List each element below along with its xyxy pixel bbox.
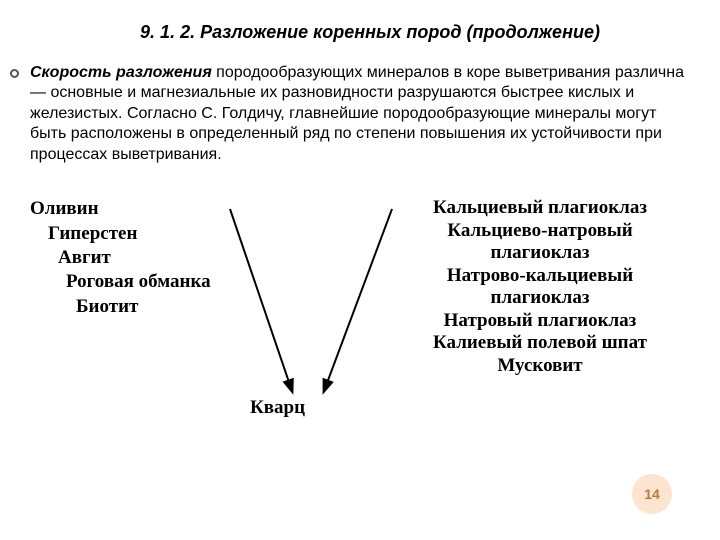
slide-title: 9. 1. 2. Разложение коренных пород (прод… <box>0 0 720 51</box>
lead-phrase: Скорость разложения <box>30 64 212 81</box>
left-item: Авгит <box>58 246 211 270</box>
right-item: Кальциевый плагиоклаз <box>400 197 680 219</box>
weathering-diagram: Оливин Гиперстен Авгит Роговая обманка Б… <box>0 193 720 453</box>
right-item: Кальциево-натровый плагиоклаз <box>400 220 680 264</box>
left-item: Роговая обманка <box>66 270 211 294</box>
left-item: Биотит <box>76 295 211 319</box>
left-arrow <box>230 209 292 391</box>
right-arrow <box>324 209 392 391</box>
body-paragraph: Скорость разложения породообразующих мин… <box>28 63 690 165</box>
body-wrap: Скорость разложения породообразующих мин… <box>0 51 720 165</box>
bottom-mineral-label: Кварц <box>250 397 305 419</box>
left-mineral-series: Оливин Гиперстен Авгит Роговая обманка Б… <box>30 197 211 319</box>
right-item: Калиевый полевой шпат <box>400 332 680 354</box>
bullet-marker <box>10 69 19 78</box>
left-item: Оливин <box>30 197 211 221</box>
page-number-badge: 14 <box>632 474 672 514</box>
right-item: Мусковит <box>400 355 680 377</box>
right-item: Натрово-кальциевый плагиоклаз <box>400 265 680 309</box>
right-item: Натровый плагиоклаз <box>400 310 680 332</box>
right-mineral-series: Кальциевый плагиоклаз Кальциево-натровый… <box>400 197 680 378</box>
left-item: Гиперстен <box>48 222 211 246</box>
